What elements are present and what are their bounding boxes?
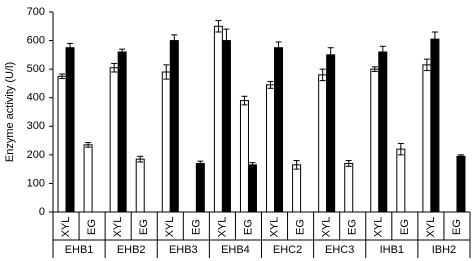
bar [117, 51, 127, 213]
x-tick-label: EG [451, 219, 463, 235]
x-tick-label: EG [347, 219, 359, 235]
y-tick-label: 300 [27, 120, 45, 132]
bar [422, 64, 432, 213]
error-bar [215, 20, 222, 33]
error-bar [241, 95, 248, 106]
x-tick-label: EG [295, 219, 307, 235]
x-tick-label: EG [190, 219, 202, 235]
bar [247, 164, 257, 213]
x-tick-label: XYL [164, 217, 176, 238]
error-bar [327, 47, 334, 63]
x-tick-label: EG [242, 219, 254, 235]
y-tick-label: 100 [27, 177, 45, 189]
y-tick-label: 600 [27, 34, 45, 46]
group-label: EHB4 [221, 244, 250, 256]
error-bar [371, 66, 378, 72]
error-bar [119, 48, 126, 56]
bar [266, 84, 276, 213]
error-bar [171, 34, 178, 47]
error-bar [267, 80, 274, 89]
group-label: IHB1 [380, 244, 404, 256]
x-tick-label: XYL [60, 217, 72, 238]
error-bar [67, 42, 74, 53]
error-bar [457, 154, 464, 159]
bar [65, 47, 75, 213]
error-bar [379, 45, 386, 59]
bar [57, 75, 67, 213]
error-bar [59, 73, 66, 80]
bar [109, 67, 119, 213]
y-tick-label: 500 [27, 63, 45, 75]
bar [213, 25, 223, 213]
error-bar [249, 162, 256, 168]
bar [161, 71, 171, 213]
group-label: EHC3 [325, 244, 354, 256]
x-tick-label: XYL [321, 217, 333, 238]
x-tick-label: XYL [425, 217, 437, 238]
error-bar [319, 68, 326, 82]
group-label: EHC2 [273, 244, 302, 256]
bar [456, 155, 466, 213]
x-tick-label: XYL [216, 217, 228, 238]
bar [344, 162, 354, 213]
error-bar [111, 62, 118, 73]
y-tick-label: 0 [39, 206, 45, 218]
bar [370, 68, 380, 213]
y-tick-label: 200 [27, 149, 45, 161]
bar [135, 158, 145, 213]
group-label: EHB3 [169, 244, 198, 256]
error-bar [345, 160, 352, 167]
bar [83, 144, 93, 213]
x-tick-label: XYL [112, 217, 124, 238]
bar [430, 38, 440, 213]
error-bar [293, 160, 300, 170]
x-tick-label: XYL [268, 217, 280, 238]
bar [292, 164, 302, 213]
error-bar [85, 142, 92, 148]
error-bar [423, 58, 430, 72]
bar [396, 148, 406, 213]
bar [378, 51, 388, 213]
bar [239, 100, 249, 213]
group-label: EHB2 [117, 244, 146, 256]
error-bar [197, 160, 204, 167]
x-tick-label: XYL [373, 217, 385, 238]
error-bar [431, 31, 438, 47]
error-bar [397, 142, 404, 156]
error-bar [137, 155, 144, 163]
bar [318, 74, 328, 213]
error-bar [223, 28, 230, 53]
y-tick-label: 700 [27, 6, 45, 18]
error-bar [163, 64, 170, 80]
bar [326, 54, 336, 213]
bar [169, 40, 179, 213]
group-label: IBH2 [432, 244, 456, 256]
bar [274, 47, 284, 213]
y-tick-label: 400 [27, 92, 45, 104]
bar [221, 40, 231, 213]
group-label: EHB1 [65, 244, 94, 256]
error-bar [275, 41, 282, 54]
y-axis-label: Enzyme activity (U/l) [4, 62, 16, 162]
bar [195, 162, 205, 213]
x-tick-label: EG [86, 219, 98, 235]
x-tick-label: EG [399, 219, 411, 235]
x-tick-label: EG [138, 219, 150, 235]
